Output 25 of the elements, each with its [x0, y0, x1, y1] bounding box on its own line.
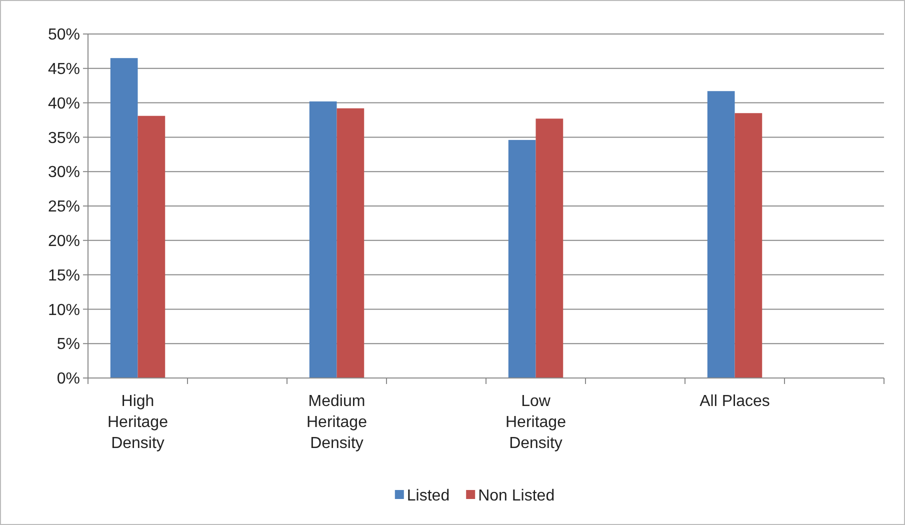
bar: [110, 58, 138, 378]
x-tick-label: All Places: [700, 393, 770, 410]
legend-label: Listed: [406, 488, 450, 505]
bar: [707, 91, 735, 378]
x-tick-label: Low Heritage Density: [506, 393, 566, 452]
legend-label: Non Listed: [478, 488, 555, 505]
y-tick-label: 45%: [48, 61, 80, 78]
bar: [508, 140, 536, 378]
y-tick-label: 10%: [48, 302, 80, 319]
y-tick-label: 50%: [48, 26, 80, 44]
bar: [536, 118, 564, 378]
bar: [138, 116, 166, 378]
y-tick-label: 30%: [48, 164, 80, 182]
x-tick-label: High Heritage Density: [108, 393, 168, 452]
y-tick-label: 20%: [48, 233, 80, 250]
y-tick-label: 25%: [48, 198, 80, 216]
y-tick-label: 0%: [56, 370, 80, 388]
x-tick-label: Medium Heritage Density: [306, 393, 368, 452]
bar: [309, 101, 337, 378]
bar: [734, 113, 762, 378]
y-tick-label: 5%: [56, 336, 80, 354]
y-tick-label: 35%: [48, 130, 80, 147]
y-tick-label: 15%: [48, 267, 80, 284]
bar: [336, 108, 364, 378]
y-tick-label: 40%: [48, 95, 80, 112]
